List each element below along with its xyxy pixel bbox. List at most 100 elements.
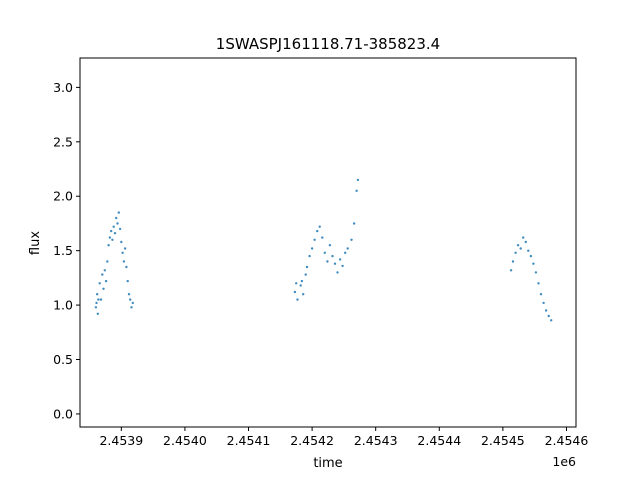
data-point	[516, 244, 520, 247]
data-point	[527, 249, 530, 252]
data-point	[318, 225, 321, 228]
data-point	[111, 238, 114, 241]
data-point	[103, 269, 107, 272]
chart-title: 1SWASPJ161118.71-385823.4	[216, 35, 440, 53]
x-axis-label: time	[313, 456, 342, 471]
data-point	[331, 254, 334, 258]
data-point	[95, 301, 98, 305]
data-point	[534, 271, 538, 274]
y-axis: 0.0 0.5 1.0 1.5 2.0 2.5 3.0	[53, 80, 80, 421]
data-point	[352, 222, 356, 225]
x-axis: 2.4539 2.4540 2.4541 2.4542 2.4543 2.4544 2.45…	[99, 427, 588, 448]
data-point	[300, 279, 304, 283]
data-point	[125, 265, 128, 269]
plot-frame	[79, 57, 577, 428]
data-point	[341, 264, 344, 268]
data-point	[514, 251, 517, 254]
data-point	[130, 306, 133, 309]
data-point	[532, 262, 535, 265]
data-points	[94, 178, 553, 322]
data-point	[511, 260, 515, 263]
data-point	[333, 262, 337, 265]
data-point	[98, 282, 101, 285]
y-tick-label: 3.0	[53, 80, 73, 95]
data-point	[102, 287, 105, 290]
x-tick-label: 2.4540	[163, 433, 207, 448]
y-tick-label: 0.5	[53, 352, 73, 367]
data-point	[544, 309, 548, 312]
data-point	[116, 222, 119, 225]
data-point	[328, 244, 332, 247]
x-tick-label: 2.4542	[290, 433, 334, 448]
data-point	[107, 244, 110, 247]
data-point	[524, 240, 527, 244]
data-point	[550, 319, 553, 322]
data-point	[350, 238, 353, 241]
x-tick-label: 2.4546	[545, 433, 589, 448]
data-point	[129, 298, 132, 301]
data-point	[304, 273, 307, 276]
data-point	[355, 189, 358, 192]
data-point	[313, 238, 316, 241]
data-point	[336, 271, 339, 274]
x-tick-label: 2.4545	[481, 433, 525, 448]
data-point	[94, 306, 98, 309]
data-point	[323, 251, 326, 254]
data-point	[112, 225, 115, 228]
data-point	[96, 312, 100, 315]
data-point	[99, 298, 103, 301]
y-tick-label: 1.5	[53, 243, 73, 258]
data-point	[96, 293, 99, 296]
data-point	[127, 293, 131, 296]
data-point	[537, 282, 540, 285]
data-point	[338, 258, 342, 261]
y-tick-label: 1.0	[53, 298, 73, 313]
data-point	[104, 279, 108, 283]
data-point	[308, 254, 311, 258]
x-offset-label: 1e6	[552, 454, 576, 469]
x-tick-label: 2.4539	[99, 433, 143, 448]
data-point	[356, 178, 360, 182]
y-tick-label: 0.0	[53, 406, 73, 421]
data-point	[126, 279, 129, 283]
data-point	[123, 247, 127, 250]
data-point	[509, 269, 513, 272]
data-point	[97, 298, 100, 301]
data-point	[296, 298, 299, 301]
data-point	[321, 236, 324, 239]
y-tick-label: 2.5	[53, 134, 73, 149]
data-point	[326, 260, 329, 263]
data-point	[122, 260, 126, 263]
data-point	[113, 232, 117, 235]
x-tick-label: 2.4541	[227, 433, 271, 448]
x-tick-label: 2.4544	[417, 433, 461, 448]
data-point	[547, 314, 550, 318]
x-tick-label: 2.4543	[354, 433, 398, 448]
data-point	[120, 240, 123, 244]
data-point	[542, 301, 545, 305]
data-point	[118, 227, 122, 231]
y-axis-label: flux	[28, 231, 43, 255]
data-point	[539, 293, 543, 296]
data-point	[106, 260, 109, 263]
data-point	[101, 273, 104, 276]
data-point	[115, 216, 118, 220]
data-point	[302, 293, 305, 296]
data-point	[299, 284, 302, 287]
data-point	[108, 236, 112, 239]
data-point	[529, 254, 533, 258]
data-point	[519, 247, 522, 250]
data-point	[131, 301, 134, 305]
data-point	[117, 211, 121, 214]
data-point	[522, 236, 525, 239]
data-point	[310, 247, 314, 250]
data-point	[110, 229, 113, 233]
data-point	[293, 290, 297, 294]
data-point	[316, 229, 319, 233]
data-point	[295, 282, 298, 285]
y-tick-label: 2.0	[53, 189, 73, 204]
data-point	[305, 265, 309, 269]
data-point	[346, 247, 349, 250]
